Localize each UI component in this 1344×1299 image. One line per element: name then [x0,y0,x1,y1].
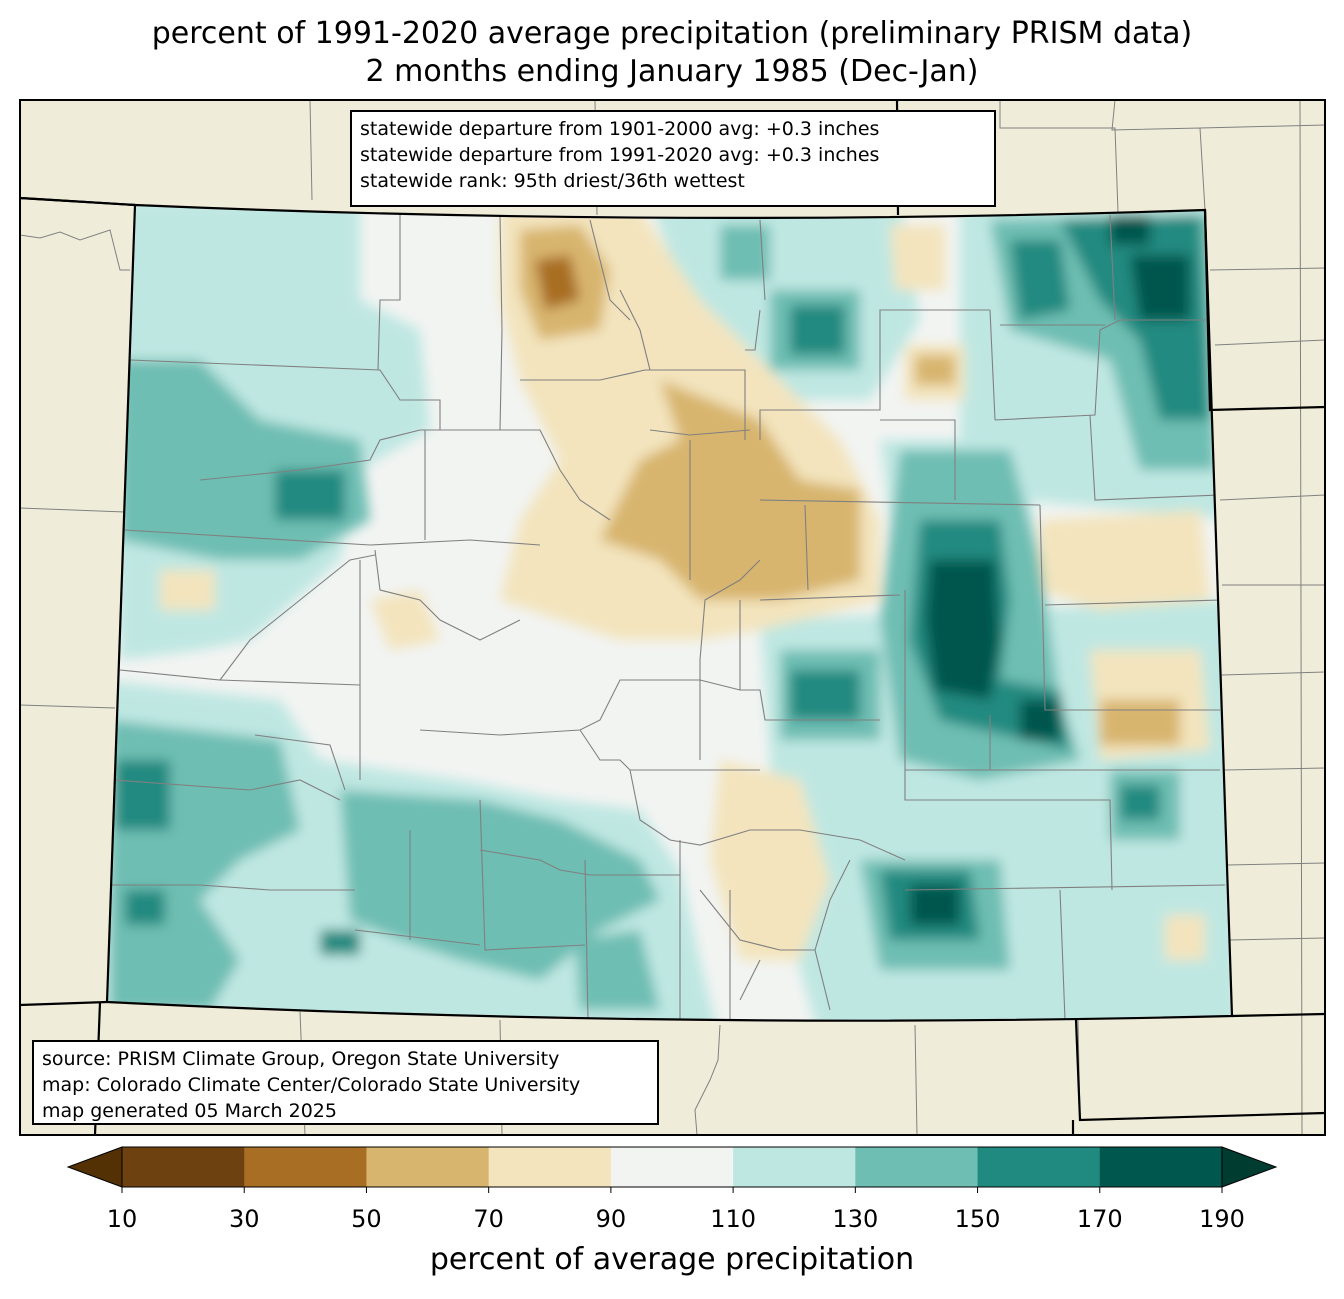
stats-departure-1991-2020: statewide departure from 1991-2020 avg: … [360,144,880,166]
colorbar-tick-label: 170 [1076,1205,1123,1233]
source-map-credit: map: Colorado Climate Center/Colorado St… [42,1074,581,1096]
colorbar-tick-label: 10 [106,1205,138,1233]
colorbar-segment [1099,1147,1223,1187]
stats-departure-1901-2000: statewide departure from 1901-2000 avg: … [360,118,880,140]
colorbar-tick-label: 30 [228,1205,260,1233]
state-borders [19,99,1326,1136]
colorbar-tick-label: 130 [832,1205,879,1233]
colorbar-label: percent of average precipitation [429,1242,915,1277]
colorbar-segment [977,1147,1101,1187]
colorbar-under-arrow [66,1146,123,1188]
stats-rank: statewide rank: 95th driest/36th wettest [360,170,745,192]
colorbar-segment [122,1147,245,1187]
map-frame [19,99,1326,1136]
colorbar-segment [733,1147,856,1187]
map-title-line2: 2 months ending January 1985 (Dec-Jan) [365,54,979,89]
county-lines [107,214,1226,1021]
source-prism: source: PRISM Climate Group, Oregon Stat… [42,1048,560,1070]
colorbar-frame [121,1146,1223,1188]
source-box: source: PRISM Climate Group, Oregon Stat… [32,1040,659,1125]
map-title-line1: percent of 1991-2020 average precipitati… [151,16,1193,51]
colorbar-tick-label: 190 [1199,1205,1245,1233]
colorbar-segment [366,1147,490,1187]
colorbar-tick-label: 110 [710,1205,757,1233]
source-generated-date: map generated 05 March 2025 [42,1100,337,1122]
precip-field [107,205,1232,1021]
colorbar-tick-label: 90 [595,1205,627,1233]
colorbar-tick-label: 150 [954,1205,1001,1233]
colorbar-segment [610,1147,734,1187]
colorbar-segment [855,1147,979,1187]
colorbar-tick-label: 50 [351,1205,382,1233]
colorbar [66,1146,1278,1193]
colorbar-segment [488,1147,612,1187]
colorbar-tick-label: 70 [473,1205,504,1233]
statewide-stats-box: statewide departure from 1901-2000 avg: … [350,110,996,207]
colorbar-segment [244,1147,367,1187]
colorbar-over-arrow [1221,1146,1278,1188]
